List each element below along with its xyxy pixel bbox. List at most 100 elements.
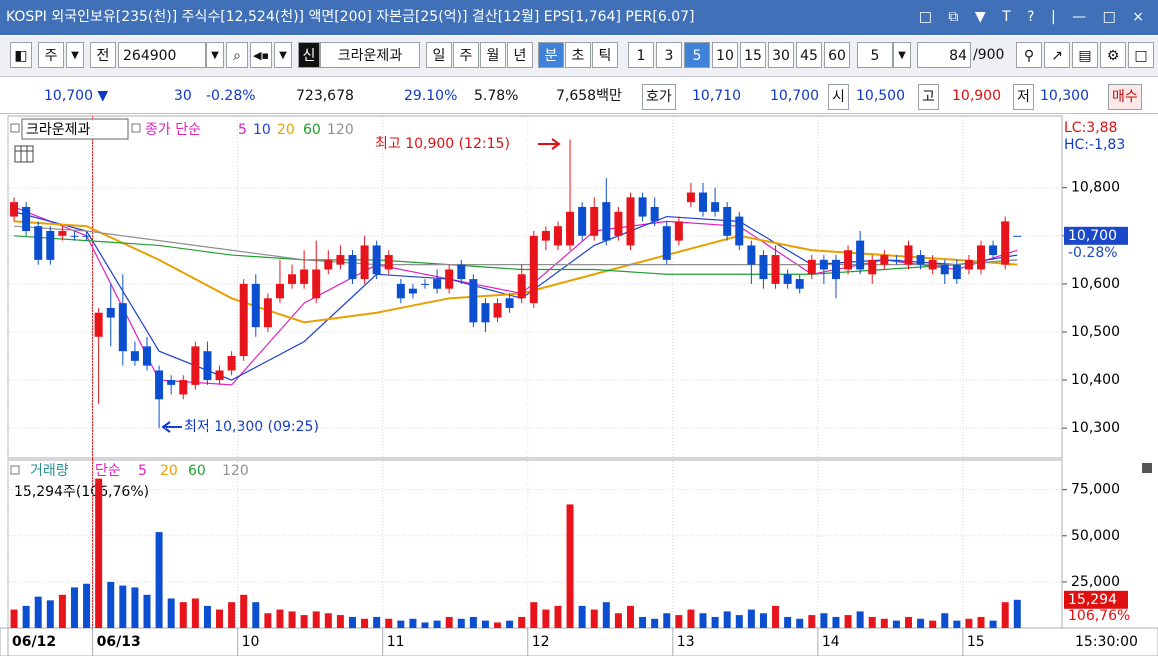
candle-body bbox=[263, 298, 272, 328]
period-button[interactable]: 분 bbox=[538, 42, 564, 68]
interval-button[interactable]: 15 bbox=[740, 42, 766, 68]
volume-legend-ma: 단순 bbox=[95, 463, 121, 479]
type-button[interactable]: 전 bbox=[90, 42, 116, 68]
volume-bar bbox=[844, 615, 852, 628]
interval-button[interactable]: 60 bbox=[824, 42, 850, 68]
volume-bar bbox=[880, 618, 888, 628]
volume-bar bbox=[22, 605, 30, 628]
candle-body bbox=[155, 370, 164, 400]
candle-body bbox=[928, 259, 937, 270]
dropdown[interactable]: ▼ bbox=[274, 42, 292, 68]
volume-bar bbox=[626, 605, 634, 628]
volume-bar bbox=[590, 609, 598, 628]
volume-bar bbox=[711, 616, 719, 628]
change-pct: -0.28% bbox=[206, 88, 256, 104]
volume-bar bbox=[155, 532, 163, 628]
volume-bar bbox=[675, 615, 683, 628]
volume-bar bbox=[469, 616, 477, 628]
candle-body bbox=[590, 206, 599, 236]
volume-bar bbox=[892, 620, 900, 628]
candle-body bbox=[880, 255, 889, 265]
candle-body bbox=[143, 346, 152, 366]
count-select[interactable]: 5 bbox=[857, 42, 893, 68]
interval-button[interactable]: 10 bbox=[712, 42, 738, 68]
volume-bar bbox=[506, 620, 514, 628]
interval-button[interactable]: 3 bbox=[656, 42, 682, 68]
candle-body bbox=[227, 356, 236, 371]
period-button[interactable]: 주 bbox=[453, 42, 479, 68]
y-tick-label: 50,000 bbox=[1071, 528, 1120, 544]
candle-body bbox=[372, 245, 381, 275]
volume-bar bbox=[494, 622, 502, 628]
candle-body bbox=[916, 255, 925, 265]
volume-bar bbox=[759, 613, 767, 628]
code-input[interactable]: 264900 bbox=[118, 42, 206, 68]
y-tick-label: 10,600 bbox=[1071, 276, 1120, 292]
icon-button[interactable]: ◧ bbox=[10, 42, 32, 68]
candle-body bbox=[989, 245, 998, 256]
volume-bar bbox=[409, 618, 417, 628]
candle-body bbox=[396, 283, 405, 299]
tool-button[interactable]: ⚙ bbox=[1100, 42, 1126, 68]
volume-bar bbox=[10, 609, 18, 628]
volume-bar bbox=[240, 594, 248, 628]
candle-body bbox=[904, 245, 913, 265]
candle-body bbox=[541, 231, 550, 241]
count-input[interactable]: 84 bbox=[917, 42, 971, 68]
candle-body bbox=[831, 259, 840, 280]
dropdown[interactable]: ▼ bbox=[66, 42, 84, 68]
y-tick-label: 10,400 bbox=[1071, 372, 1120, 388]
buy-button[interactable]: 매수 bbox=[1108, 84, 1142, 110]
candle-body bbox=[1013, 235, 1022, 237]
tool-button[interactable]: ▤ bbox=[1072, 42, 1098, 68]
dropdown[interactable]: ▼ bbox=[206, 42, 224, 68]
x-tick-label: 15 bbox=[967, 634, 985, 650]
volume-bar bbox=[639, 616, 647, 628]
search-button[interactable]: ⌕ bbox=[226, 42, 248, 68]
volume-bar bbox=[542, 609, 550, 628]
volume: 723,678 bbox=[296, 88, 354, 104]
quote-bar: 10,700 ▼ 30 -0.28% 723,678 29.10% 5.78% … bbox=[0, 78, 1158, 114]
tool-button[interactable]: □ bbox=[1128, 42, 1154, 68]
tool-button[interactable]: ⚲ bbox=[1016, 42, 1042, 68]
volume-bar bbox=[989, 620, 997, 628]
candle-body bbox=[674, 221, 683, 241]
panel-close[interactable] bbox=[1142, 463, 1152, 473]
candle-body bbox=[179, 380, 188, 395]
volume-bar bbox=[735, 615, 743, 628]
volume-bar bbox=[651, 618, 659, 628]
window-controls[interactable]: □ ⧉ ▼ T ? | — □ × bbox=[918, 9, 1150, 25]
candle-body bbox=[275, 283, 284, 299]
dropdown[interactable]: ▼ bbox=[893, 42, 911, 68]
period-button[interactable]: 초 bbox=[565, 42, 591, 68]
volume-bar bbox=[312, 611, 320, 628]
interval-button[interactable]: 45 bbox=[796, 42, 822, 68]
period-button[interactable]: 일 bbox=[426, 42, 452, 68]
candle-body bbox=[106, 307, 115, 318]
candle-body bbox=[469, 279, 478, 323]
candle-body bbox=[566, 211, 575, 246]
stock-name[interactable]: 크라운제과 bbox=[320, 42, 420, 68]
period-button[interactable]: 년 bbox=[507, 42, 533, 68]
volume-bar bbox=[143, 594, 151, 628]
tool-button[interactable]: ↗ bbox=[1044, 42, 1070, 68]
price: 10,700 ▼ bbox=[44, 88, 109, 104]
candle-body bbox=[34, 226, 43, 260]
candle-body bbox=[70, 235, 79, 237]
market-button[interactable]: 주 bbox=[38, 42, 64, 68]
period-button[interactable]: 틱 bbox=[592, 42, 618, 68]
volume-bar bbox=[216, 609, 224, 628]
sound-button[interactable]: ◀▪ bbox=[250, 42, 272, 68]
candle-body bbox=[336, 255, 345, 265]
period-button[interactable]: 월 bbox=[480, 42, 506, 68]
interval-button[interactable]: 1 bbox=[628, 42, 654, 68]
interval-button[interactable]: 5 bbox=[684, 42, 710, 68]
volume-bar bbox=[288, 611, 296, 628]
volume-bar bbox=[191, 598, 199, 628]
candle-body bbox=[421, 283, 430, 285]
interval-button[interactable]: 30 bbox=[768, 42, 794, 68]
candle-body bbox=[1001, 221, 1010, 265]
candle-body bbox=[457, 264, 466, 280]
candle-body bbox=[964, 259, 973, 270]
bid: 10,700 bbox=[770, 88, 819, 104]
